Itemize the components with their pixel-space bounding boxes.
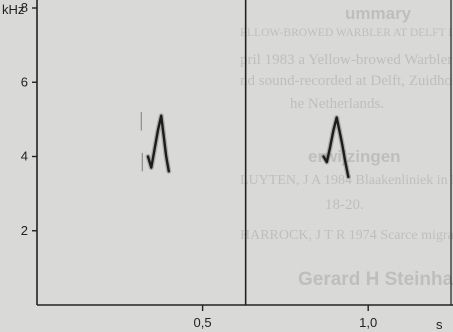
x-tick-label: 0,5 xyxy=(194,315,212,330)
bleed-line-8: 18-20. xyxy=(325,197,364,213)
y-axis-label: kHz xyxy=(2,2,24,17)
x-ticks: 0,5 1,0 xyxy=(194,305,377,330)
y-tick-label: 6 xyxy=(21,74,28,89)
spectrogram-notes xyxy=(145,113,351,180)
y-ticks: 2 4 6 8 xyxy=(21,0,37,238)
plot-frame xyxy=(36,0,453,306)
bleed-line-5: he Netherlands. xyxy=(290,96,384,112)
note-1 xyxy=(145,113,172,174)
note-2 xyxy=(321,115,351,180)
y-tick-label: 8 xyxy=(21,0,28,15)
bleed-line-4: nd sound-recorded at Delft, Zuidholland.… xyxy=(240,73,453,89)
bleed-line-1: ummary xyxy=(345,4,412,23)
bleed-line-10: Gerard H Steinhaus, Graaf xyxy=(298,269,453,290)
faint-marks xyxy=(140,111,143,172)
bleed-line-3: pril 1983 a Yellow-browed Warbler Phyllo… xyxy=(240,52,453,68)
bleed-through-text: ummary ELLOW-BROWED WARBLER AT DELFT IN … xyxy=(240,4,453,290)
bleed-line-2: ELLOW-BROWED WARBLER AT DELFT IN WINTER … xyxy=(240,27,453,39)
note-1-trace xyxy=(146,114,170,173)
x-tick-label: 1,0 xyxy=(359,315,377,330)
note-2-trace xyxy=(322,116,350,179)
bleed-line-6: erwijzingen xyxy=(308,147,401,166)
bleed-line-7: LUYTEN, J A 1984 Blaakenliniek in Hoogev… xyxy=(240,173,453,188)
x-axis-label: s xyxy=(436,317,443,332)
y-tick-label: 4 xyxy=(21,149,28,164)
y-tick-label: 2 xyxy=(21,223,28,238)
bleed-line-9: HARROCK, J T R 1974 Scarce migrant birds… xyxy=(240,228,453,243)
